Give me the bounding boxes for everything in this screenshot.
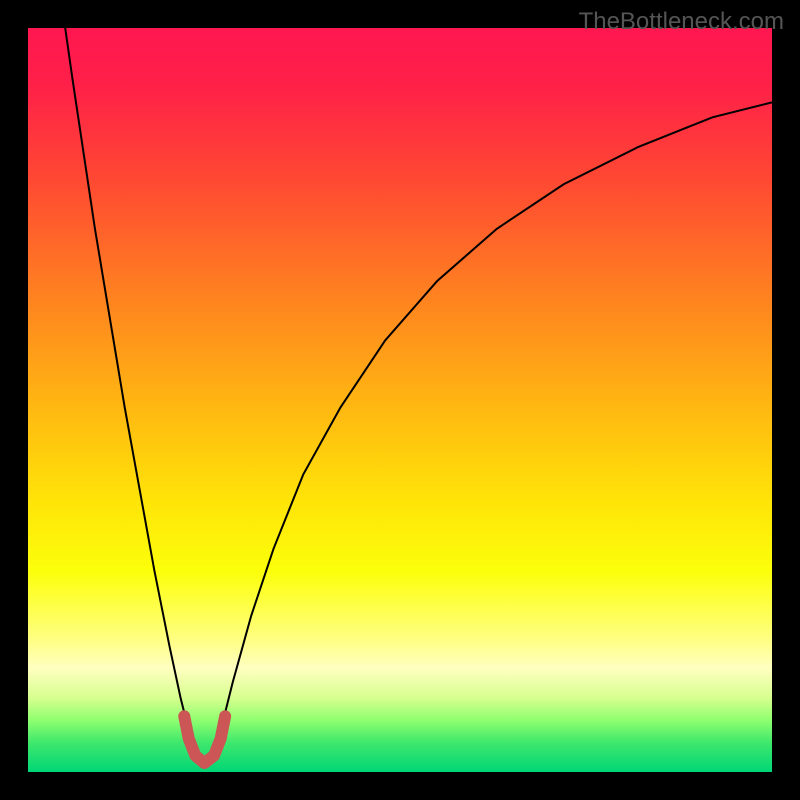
watermark-text: TheBottleneck.com [579, 8, 784, 36]
bottleneck-chart [0, 0, 800, 800]
chart-plot-background [28, 28, 772, 772]
chart-container: TheBottleneck.com [0, 0, 800, 800]
